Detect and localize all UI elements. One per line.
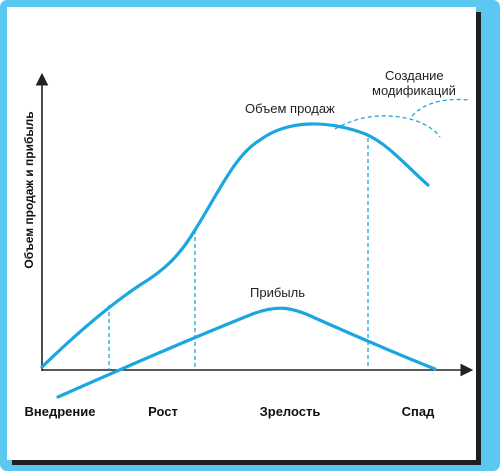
modification-curve-2 (411, 98, 471, 117)
modification-curve-1 (334, 115, 441, 138)
sales-curve-label: Объем продаж (245, 101, 335, 116)
profit-curve-label: Прибыль (250, 285, 305, 300)
y-axis-label: Объем продаж и прибыль (22, 111, 36, 268)
stage-label-introduction: Внедрение (25, 404, 96, 419)
sales-curve (40, 122, 430, 369)
stage-label-maturity: Зрелость (260, 404, 321, 419)
stage-label-decline: Спад (402, 404, 435, 419)
modifications-label-line2: модификаций (372, 83, 456, 98)
modifications-label-line1: Создание (385, 68, 444, 83)
stage-label-growth: Рост (148, 404, 178, 419)
profit-curve (56, 306, 437, 399)
